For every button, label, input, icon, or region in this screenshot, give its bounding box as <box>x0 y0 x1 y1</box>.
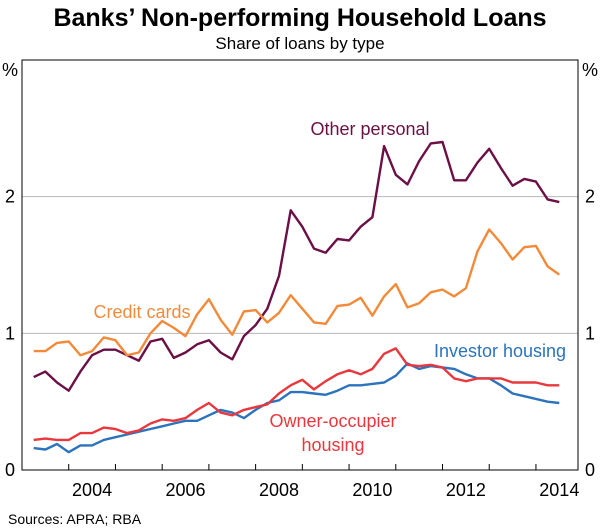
x-tick-marks <box>21 464 537 470</box>
series-label-investor-housing: Investor housing <box>434 341 566 361</box>
gridlines <box>22 196 578 334</box>
series-line-other-personal <box>33 140 560 392</box>
series-label-owner-occupier-housing: housing <box>301 435 364 455</box>
chart-subtitle: Share of loans by type <box>215 34 384 53</box>
x-tick-label: 2010 <box>352 480 392 500</box>
series-label-other-personal: Other personal <box>310 119 429 139</box>
x-tick-labels: 2004 2006 2008 2010 2012 2014 <box>72 480 579 500</box>
y-tick-label-left: 2 <box>5 187 15 207</box>
series-line-owner-occupier-housing <box>33 347 560 442</box>
y-tick-labels: 0 0 1 1 2 2 <box>5 187 595 480</box>
chart-title: Banks’ Non-performing Household Loans <box>53 4 546 32</box>
plot-frame <box>21 59 579 471</box>
y-tick-label-left: 1 <box>5 323 15 343</box>
x-tick-label: 2008 <box>259 480 299 500</box>
x-tick-label: 2004 <box>72 480 112 500</box>
series-label-owner-occupier-housing: Owner-occupier <box>269 411 396 431</box>
x-tick-label: 2006 <box>166 480 206 500</box>
y-tick-label-right: 1 <box>585 323 595 343</box>
y-tick-label-left: 0 <box>5 460 15 480</box>
x-tick-label: 2012 <box>446 480 486 500</box>
series-label-credit-cards: Credit cards <box>93 302 190 322</box>
source-note: Sources: APRA; RBA <box>8 511 142 527</box>
y-tick-label-right: 2 <box>585 187 595 207</box>
series-labels: Other personal Credit cards Investor housi… <box>93 119 566 455</box>
x-tick-label: 2014 <box>539 480 579 500</box>
y-unit-left: % <box>2 60 18 80</box>
series-line-credit-cards <box>33 228 560 357</box>
series-line-investor-housing <box>33 362 560 454</box>
y-tick-label-right: 0 <box>585 460 595 480</box>
series-lines <box>33 140 560 454</box>
y-unit-right: % <box>582 60 598 80</box>
